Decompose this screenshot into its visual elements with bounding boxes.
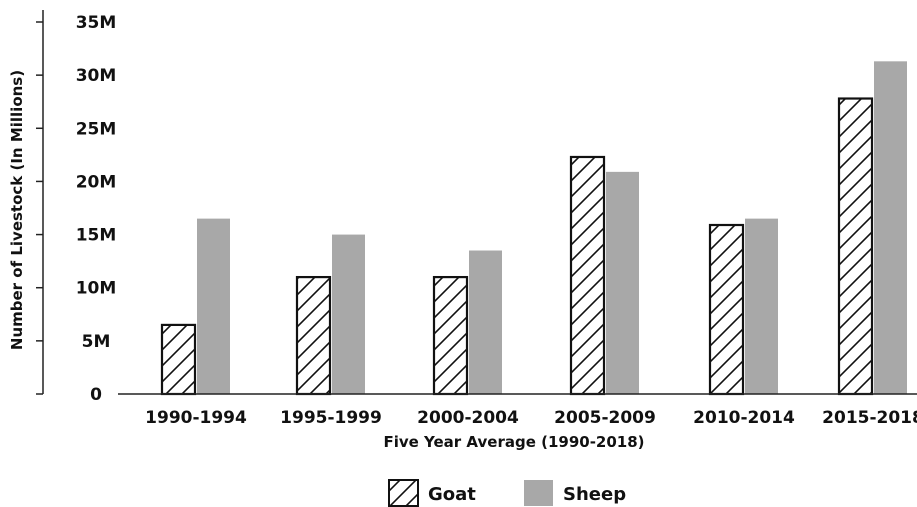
x-tick-label: 2000-2004 — [417, 408, 519, 428]
y-axis-ticks: 0 5M 10M 15M 20M 25M 30M 35M — [36, 13, 116, 405]
y-tick-label: 30M — [76, 66, 117, 86]
x-tick-label: 2015-2018 — [822, 408, 917, 428]
bar-goat-2010-2014 — [708, 223, 745, 396]
legend-swatch-sheep — [524, 480, 553, 506]
x-tick-label: 1995-1999 — [280, 408, 382, 428]
bar-sheep-2000-2004 — [469, 250, 502, 394]
bar-goat-1990-1994 — [160, 323, 197, 396]
bar-sheep-2010-2014 — [745, 218, 778, 394]
bar-sheep-2005-2009 — [606, 171, 639, 394]
x-tick-label: 2010-2014 — [693, 408, 795, 428]
x-axis-title: Five Year Average (1990-2018) — [383, 433, 644, 451]
legend-item-goat: Goat — [388, 479, 476, 507]
bar-goat-2005-2009 — [569, 155, 606, 396]
legend-swatch-goat — [388, 479, 419, 507]
x-axis-ticks: 1990-1994 1995-1999 2000-2004 2005-2009 2010… — [145, 408, 917, 428]
bar-sheep-1995-1999 — [332, 234, 365, 394]
bar-sheep-2015-2018 — [874, 61, 907, 394]
bars — [160, 61, 907, 396]
bar-goat-2015-2018 — [837, 97, 874, 396]
y-tick-label: 15M — [76, 226, 117, 246]
bar-goat-1995-1999 — [295, 275, 332, 396]
y-axis-title: Number of Livestock (In Millions) — [8, 70, 26, 350]
bar-sheep-1990-1994 — [197, 218, 230, 394]
x-tick-label: 1990-1994 — [145, 408, 247, 428]
bar-goat-2000-2004 — [432, 275, 469, 396]
legend-item-sheep: Sheep — [524, 480, 626, 506]
legend: Goat Sheep — [388, 479, 626, 507]
y-tick-label: 20M — [76, 172, 117, 192]
y-tick-label: 25M — [76, 119, 117, 139]
y-tick-label: 10M — [76, 279, 117, 299]
y-tick-label: 0 — [90, 385, 102, 405]
y-tick-label: 35M — [76, 13, 117, 33]
legend-label-goat: Goat — [428, 484, 476, 505]
y-tick-label: 5M — [82, 332, 111, 352]
x-tick-label: 2005-2009 — [554, 408, 656, 428]
legend-label-sheep: Sheep — [563, 484, 626, 505]
